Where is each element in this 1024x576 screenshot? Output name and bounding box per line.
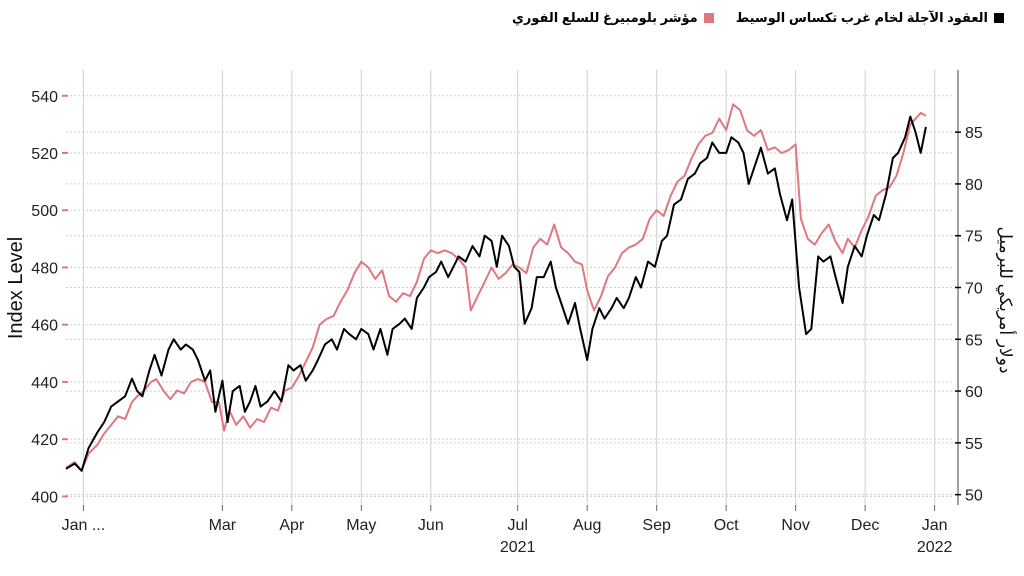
right-tick-label-65: 65 bbox=[965, 332, 983, 349]
legend-label-bcom: مؤشر بلومبيرغ للسلع الفوري bbox=[511, 10, 698, 25]
legend-swatch-bcom bbox=[703, 13, 714, 23]
left-tick-label-440: 440 bbox=[31, 375, 58, 392]
x-tick-label-6: Aug bbox=[573, 517, 601, 534]
x-tick-label-8: Oct bbox=[714, 517, 739, 534]
series-line-wti bbox=[65, 115, 927, 472]
chart-legend: العقود الآجلة لخام غرب تكساس الوسيط مؤشر… bbox=[512, 10, 1004, 26]
x-tick-label-9: Nov bbox=[781, 517, 809, 534]
right-tick-label-50: 50 bbox=[965, 488, 983, 505]
x-tick-label-10: Dec bbox=[851, 517, 879, 534]
left-tick-label-500: 500 bbox=[31, 203, 58, 220]
legend-swatch-wti bbox=[994, 13, 1004, 23]
legend-item-bcom: مؤشر بلومبيرغ للسلع الفوري bbox=[512, 10, 714, 26]
left-tick-label-460: 460 bbox=[31, 318, 58, 335]
x-tick-label-7: Sep bbox=[642, 517, 671, 534]
y-axis-title-right: دولار أمريكي للبرميل bbox=[995, 226, 1017, 373]
x-tick-label-4: Jun bbox=[418, 517, 444, 534]
left-tick-label-420: 420 bbox=[31, 432, 58, 449]
x-tick-label-3: May bbox=[346, 517, 376, 534]
legend-label-wti: العقود الآجلة لخام غرب تكساس الوسيط bbox=[735, 10, 988, 25]
x-tick-label-0: Jan ... bbox=[62, 517, 106, 534]
legend-item-wti: العقود الآجلة لخام غرب تكساس الوسيط bbox=[736, 10, 1004, 26]
axes: 400 420 440 460 480 500 520 540 50 55 60 65 70 75 80 85… bbox=[31, 70, 983, 556]
left-tick-label-400: 400 bbox=[31, 489, 58, 506]
right-tick-label-75: 75 bbox=[965, 229, 983, 246]
right-tick-label-70: 70 bbox=[965, 281, 983, 298]
x-tick-label-5: Jul bbox=[507, 517, 527, 534]
x-tick-label-11: Jan bbox=[922, 517, 948, 534]
x-tick-label-1: Mar bbox=[209, 517, 237, 534]
right-tick-label-85: 85 bbox=[965, 125, 983, 142]
series-line-bcom bbox=[65, 103, 927, 472]
series-lines bbox=[65, 103, 927, 472]
x-year-label-1: 2022 bbox=[917, 539, 953, 556]
right-tick-label-55: 55 bbox=[965, 436, 983, 453]
x-tick-label-2: Apr bbox=[279, 517, 305, 534]
left-tick-label-520: 520 bbox=[31, 146, 58, 163]
y-axis-title-left: Index Level bbox=[5, 237, 27, 339]
right-tick-label-80: 80 bbox=[965, 177, 983, 194]
left-tick-label-540: 540 bbox=[31, 89, 58, 106]
x-year-label-0: 2021 bbox=[500, 539, 536, 556]
right-tick-label-60: 60 bbox=[965, 384, 983, 401]
left-tick-label-480: 480 bbox=[31, 260, 58, 277]
grid-lines bbox=[66, 70, 952, 505]
